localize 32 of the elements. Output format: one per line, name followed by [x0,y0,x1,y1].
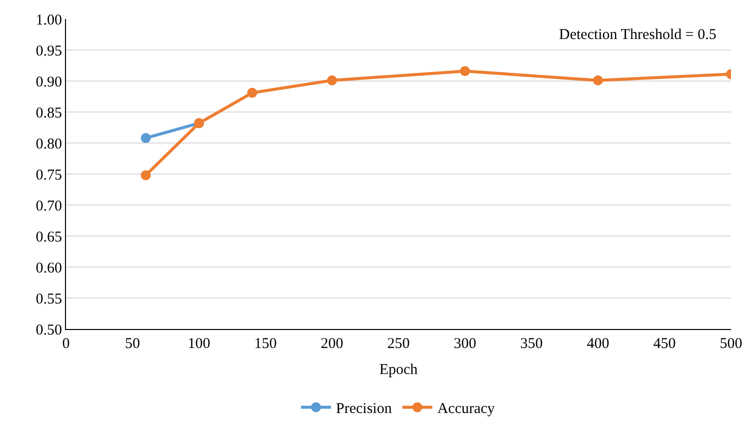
y-tick-label: 0.60 [36,260,62,276]
y-tick-label: 0.70 [36,198,62,214]
x-tick-label: 300 [454,336,476,352]
y-tick-label: 0.65 [36,229,62,246]
x-tick-label: 500 [720,336,742,352]
x-tick-label: 50 [125,336,140,352]
y-tick-label: 0.90 [36,74,62,90]
x-tick-label: 250 [387,336,410,352]
y-tick-label: 0.80 [36,136,62,152]
legend-label: Precision [336,401,392,418]
x-axis-title: Epoch [379,362,418,378]
y-tick-label: 1.00 [36,12,62,28]
x-tick-label: 450 [653,336,676,352]
y-tick-label: 0.85 [36,105,62,122]
point [460,66,470,76]
point [327,75,337,86]
x-tick-label: 100 [188,336,210,352]
y-tick-label: 0.50 [36,322,62,338]
y-tick-label: 0.75 [36,167,62,184]
x-tick-label: 0 [62,336,70,352]
point [140,170,151,180]
point [140,133,151,144]
x-tick-label: 150 [254,336,277,352]
point [247,88,258,98]
y-tick-label: 0.95 [36,43,62,60]
point [593,75,603,86]
legend-label: Accuracy [437,401,496,418]
x-tick-label: 400 [586,336,610,352]
y-tick-label: 0.55 [36,291,62,308]
x-tick-label: 350 [520,336,543,352]
annotation: Detection Threshold = 0.5 [559,27,716,43]
x-tick-label: 200 [320,336,344,352]
